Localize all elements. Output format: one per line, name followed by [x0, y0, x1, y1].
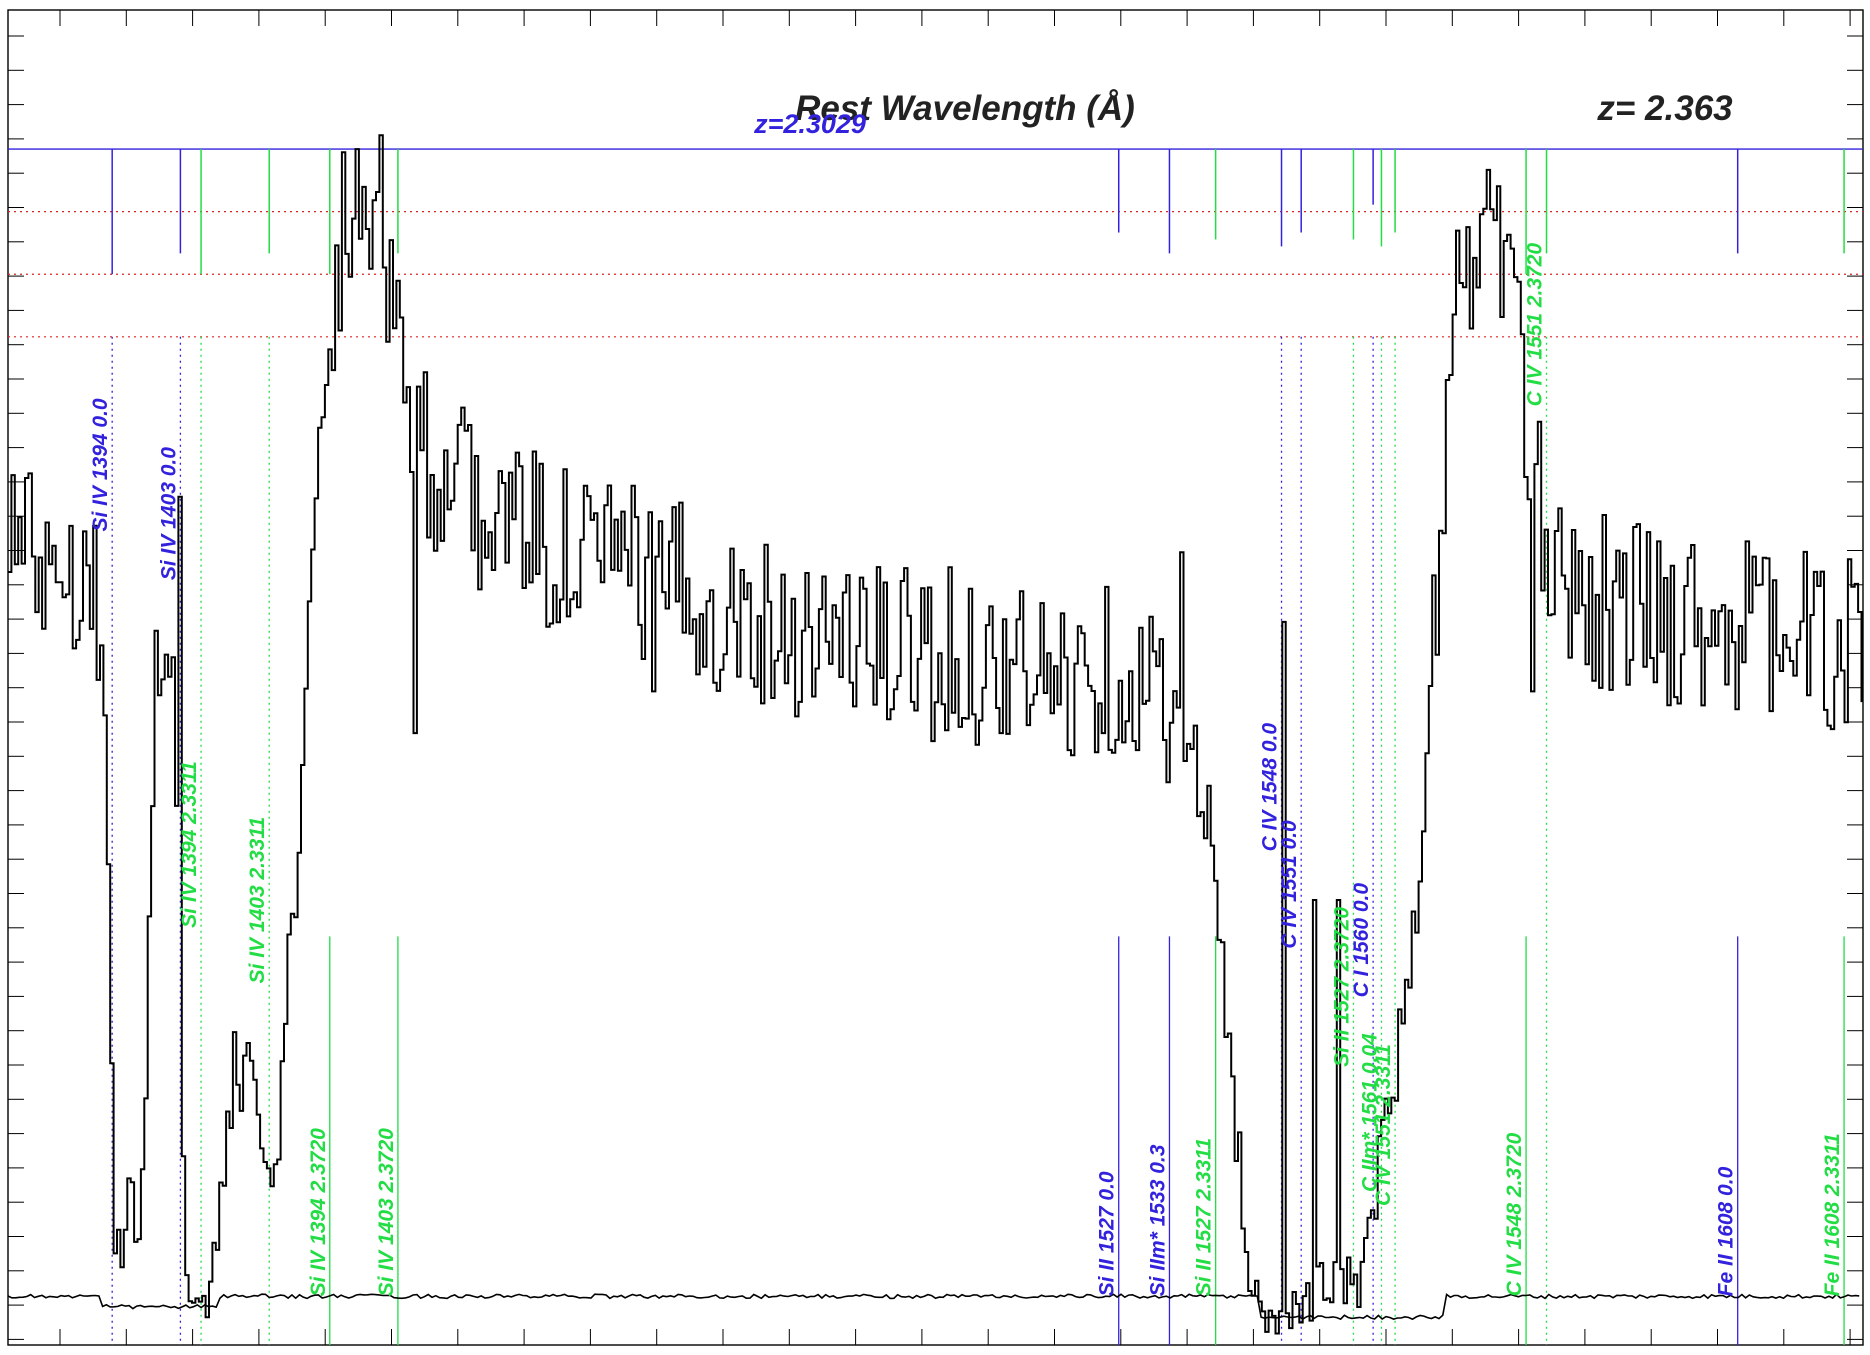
error-spectrum	[7, 1293, 1860, 1321]
line-label: C IV 1551 2.3311	[1372, 1044, 1395, 1206]
reference-levels	[8, 148, 1863, 338]
line-label: Si IV 1394 0.0	[89, 398, 112, 531]
flux-spectrum	[8, 134, 1863, 1335]
line-label: Si IIm* 1533 0.3	[1146, 1144, 1169, 1296]
line-labels: Si IV 1394 0.0 Si IV 1403 0.0 Si IV 1394 2…	[89, 243, 1844, 1297]
line-label: Si IV 1403 2.3720	[375, 1128, 398, 1296]
line-label: C IV 1551 0.0	[1278, 820, 1301, 949]
line-label: Si II 1527 2.3311	[1193, 1138, 1216, 1296]
line-label: Fe II 1608 2.3311	[1821, 1133, 1844, 1296]
axis-ticks	[8, 10, 1863, 1345]
line-label: Si II 1527 0.0	[1096, 1171, 1119, 1296]
line-label: Fe II 1608 0.0	[1715, 1166, 1738, 1296]
plot-frame	[7, 9, 1864, 1346]
line-markers	[111, 149, 1845, 1345]
absorber-redshift-label: z=2.3029	[753, 109, 866, 139]
line-label: C IV 1551 2.3720	[1524, 243, 1547, 407]
chart-title: Rest Wavelength (Å)	[795, 89, 1135, 128]
line-label: C IIm* 1561 0.04	[1358, 1033, 1381, 1192]
line-label: C IV 1548 0.0	[1259, 723, 1282, 852]
line-label: Si IV 1394 2.3720	[307, 1128, 330, 1296]
line-label: Si IV 1403 0.0	[157, 447, 180, 580]
line-label: C I 1560 0.0	[1350, 883, 1373, 998]
redshift-label: z= 2.363	[1596, 89, 1733, 128]
line-label: Si IV 1403 2.3311	[246, 817, 269, 984]
line-label: Si II 1527 2.3720	[1330, 907, 1353, 1067]
line-label: Si IV 1394 2.3311	[178, 761, 201, 928]
line-label: C IV 1548 2.3720	[1503, 1133, 1526, 1297]
